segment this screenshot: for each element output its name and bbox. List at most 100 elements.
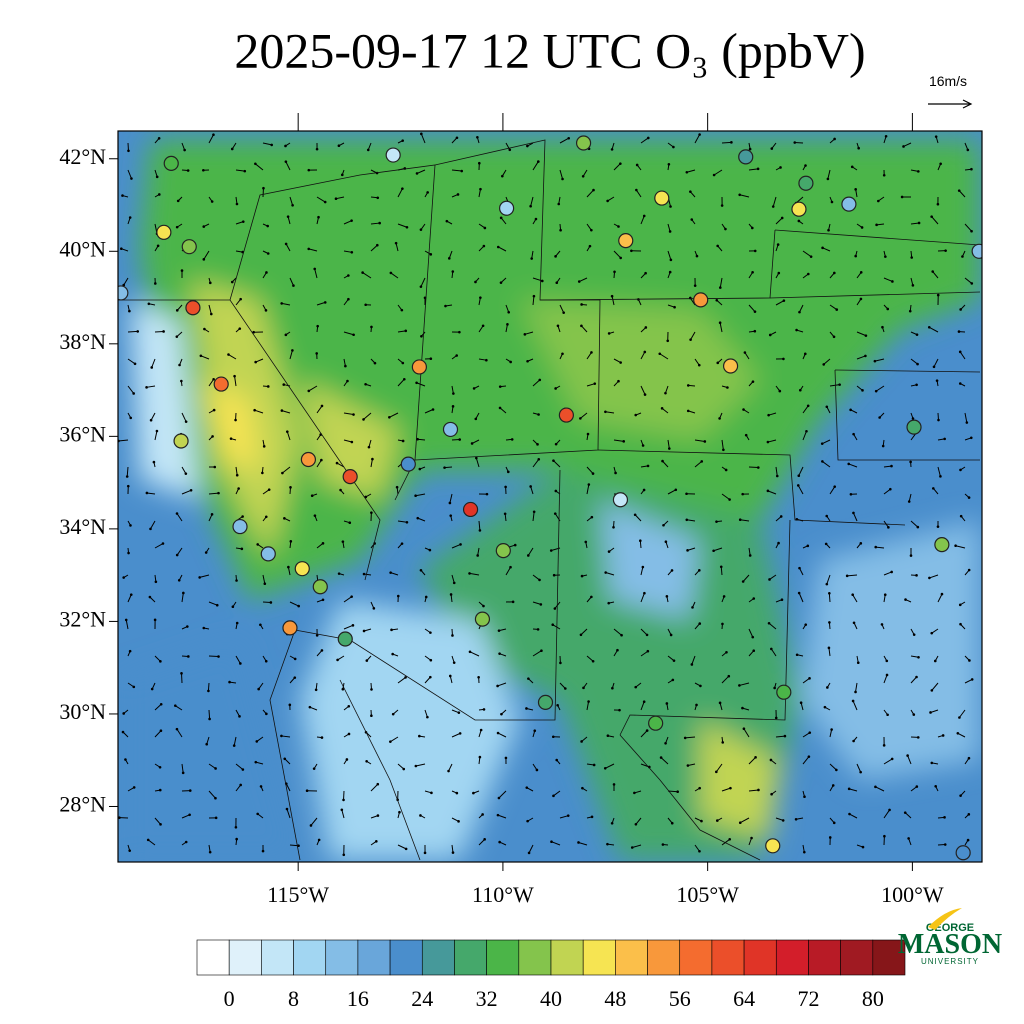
wind-arrow-head: [794, 818, 798, 821]
wind-arrow-head: [501, 174, 504, 178]
wind-arrow-head: [264, 515, 268, 519]
wind-arrow-head: [121, 194, 124, 197]
wind-arrow: [635, 817, 642, 825]
colorbar-box: [647, 939, 681, 976]
wind-arrow-head: [830, 200, 834, 204]
wind-arrow-head: [554, 489, 558, 493]
wind-arrow-head: [457, 711, 461, 714]
wind-arrow-head: [429, 357, 433, 361]
wind-arrow-head: [254, 360, 257, 364]
wind-arrow-head: [265, 712, 268, 716]
wind-arrow: [469, 651, 480, 657]
wind-arrow-head: [667, 162, 671, 166]
wind-arrow-head: [452, 392, 455, 395]
station: [411, 359, 427, 375]
wind-arrow-head: [477, 161, 481, 165]
wind-arrow-head: [944, 249, 947, 252]
wind-arrow-head: [241, 220, 245, 223]
wind-arrow-head: [457, 820, 460, 823]
wind-arrow-head: [122, 576, 125, 579]
wind-arrow-head: [552, 459, 555, 462]
wind-arrow: [532, 296, 535, 306]
wind-arrow-head: [280, 409, 284, 412]
wind-arrow-head: [859, 297, 863, 301]
wind-arrow: [498, 246, 507, 252]
wind-arrow: [146, 385, 156, 388]
wind-arrow-head: [175, 309, 179, 312]
wind-arrow-head: [323, 301, 327, 304]
wind-arrow-head: [235, 837, 238, 841]
wind-arrow-head: [335, 461, 339, 465]
wind-arrow-head: [741, 706, 744, 710]
wind-arrow: [308, 385, 318, 392]
wind-arrow-head: [885, 659, 889, 663]
wind-arrow-head: [742, 727, 746, 731]
wind-arrow-head: [153, 618, 157, 622]
wind-arrow-head: [447, 257, 451, 260]
wind-arrow: [289, 277, 294, 286]
station: [185, 300, 201, 316]
lat-tick-label: 36°N: [59, 421, 106, 446]
wind-arrow-head: [351, 624, 355, 627]
wind-arrow-head: [664, 540, 668, 543]
wind-arrow-head: [208, 850, 212, 854]
wind-arrow: [856, 763, 862, 773]
wind-arrow: [176, 547, 183, 556]
wind-arrow-head: [716, 361, 720, 365]
wind-arrow-head: [455, 791, 459, 795]
wind-arrow: [821, 439, 831, 445]
wind-arrow: [748, 628, 754, 638]
wind-arrow-head: [757, 466, 760, 469]
wind-arrow-head: [485, 492, 489, 496]
wind-arrow: [154, 330, 164, 333]
station: [342, 469, 358, 485]
wind-arrow-head: [767, 413, 770, 417]
wind-arrow-head: [686, 764, 690, 767]
wind-arrow: [748, 756, 756, 765]
logo-line3: UNIVERSITY: [921, 957, 979, 966]
wind-arrow-head: [880, 623, 884, 626]
wind-arrow-head: [156, 244, 160, 248]
wind-arrow: [958, 190, 966, 198]
wind-arrow-head: [401, 439, 405, 443]
wind-arrow-head: [458, 330, 461, 334]
wind-arrow-head: [591, 659, 595, 663]
wind-arrow-head: [779, 515, 783, 518]
wind-arrow: [910, 222, 920, 225]
colorbar-box: [389, 939, 423, 976]
map-frame: [117, 130, 983, 863]
wind-arrow-head: [849, 492, 853, 496]
wind-arrow-head: [259, 785, 263, 788]
wind-arrow: [308, 248, 318, 252]
wind-arrow-head: [404, 847, 408, 851]
wind-arrow-head: [610, 148, 614, 151]
wind-arrow-head: [958, 603, 962, 607]
wind-arrow-head: [340, 173, 344, 177]
wind-arrow-head: [845, 574, 849, 578]
wind-arrow-head: [610, 821, 614, 825]
wind-arrow-head: [580, 324, 583, 328]
logo-line2: MASON: [898, 929, 1002, 960]
wind-arrow-head: [614, 471, 617, 475]
wind-arrow-head: [939, 475, 942, 478]
wind-arrow-head: [535, 768, 539, 772]
wind-arrow-head: [498, 385, 502, 388]
wind-arrow: [208, 790, 216, 799]
wind-arrow: [127, 330, 138, 333]
wind-arrow: [181, 763, 184, 773]
wind-arrow: [390, 272, 399, 279]
wind-arrow: [420, 133, 426, 144]
wind-arrow-head: [970, 167, 973, 171]
wind-arrow-head: [178, 363, 181, 367]
wind-arrow-head: [470, 442, 474, 445]
wind-arrow-head: [751, 635, 755, 639]
wind-arrow-head: [321, 598, 325, 602]
wind-arrow: [262, 574, 266, 584]
wind-arrow-head: [835, 308, 839, 311]
wind-arrow: [767, 439, 777, 443]
wind-arrow-head: [552, 573, 556, 577]
lon-tick-label: 105°W: [676, 882, 739, 907]
wind-arrow-head: [957, 189, 961, 192]
wind-arrow-head: [229, 437, 233, 440]
lon-tick-label: 110°W: [472, 882, 534, 907]
